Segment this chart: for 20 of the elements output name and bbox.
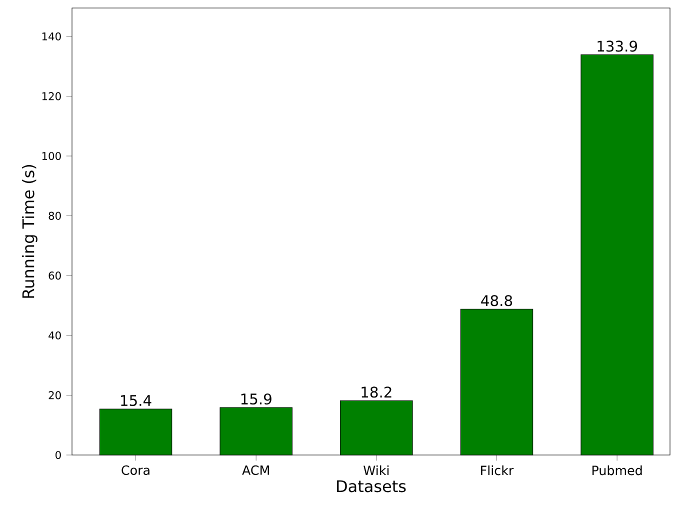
- data-label: 48.8: [481, 295, 512, 306]
- x-tick-label: ACM: [242, 465, 269, 475]
- y-tick-label: 60: [48, 272, 61, 280]
- y-tick-label: 0: [56, 450, 61, 460]
- data-label: 133.9: [598, 40, 638, 52]
- data-label: 15.4: [121, 395, 152, 406]
- x-tick-label: Pubmed: [592, 465, 642, 476]
- x-tick-label: Flickr: [481, 465, 514, 476]
- x-tick-label: Wiki: [364, 465, 389, 476]
- x-tick-label: Cora: [122, 465, 150, 475]
- y-tick-label: 40: [48, 331, 61, 340]
- y-tick-label: 20: [48, 391, 61, 400]
- y-tick-label: 120: [42, 92, 61, 100]
- y-tick-label: 100: [42, 152, 61, 160]
- data-label: 15.9: [241, 393, 272, 405]
- y-axis-title: Running Time (s): [22, 164, 38, 298]
- data-label: 18.2: [362, 386, 392, 398]
- y-tick-label: 140: [42, 32, 61, 40]
- x-axis-title: Datasets: [337, 480, 406, 492]
- y-tick-label: 80: [48, 212, 61, 220]
